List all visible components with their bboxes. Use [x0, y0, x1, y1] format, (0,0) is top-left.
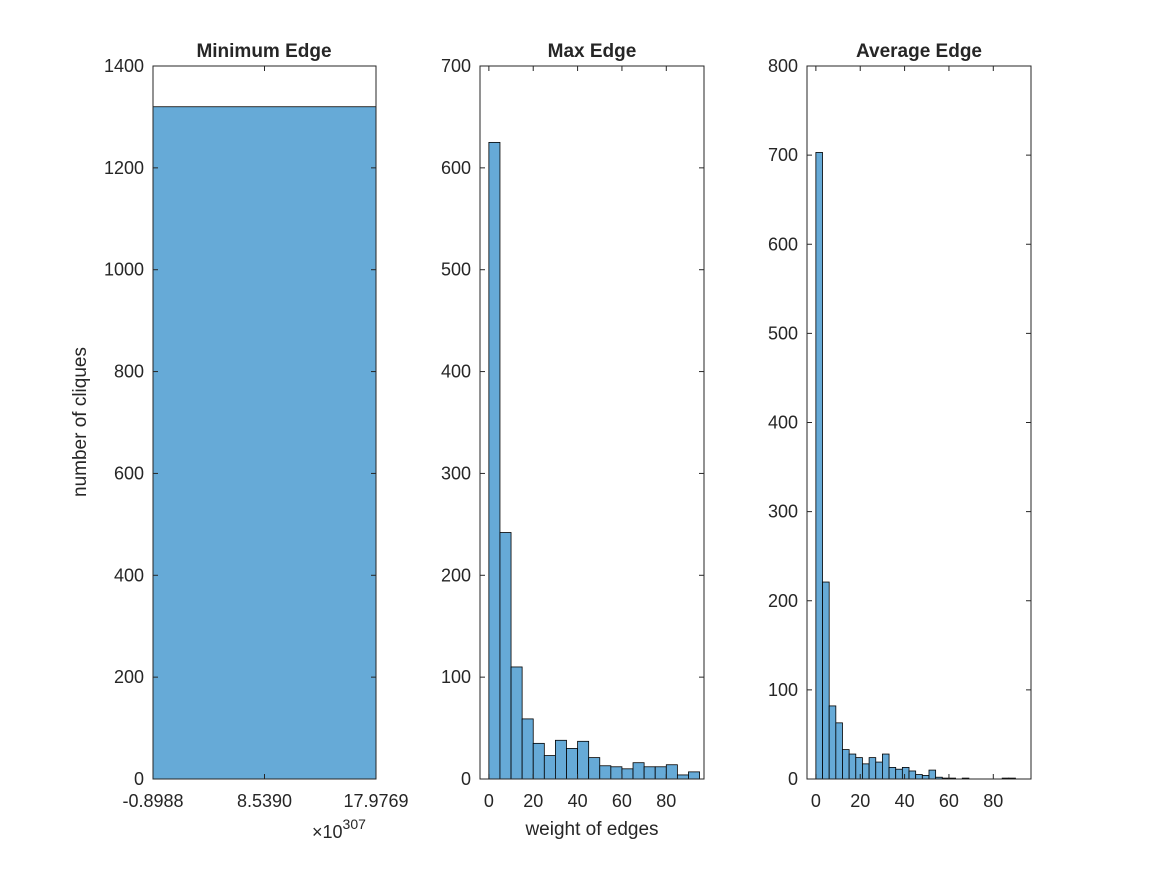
histogram-bar	[908, 770, 917, 780]
histogram-bar	[901, 767, 910, 780]
histogram-bar	[543, 755, 556, 780]
y-tick-label: 1200	[104, 158, 144, 178]
histogram-bar	[654, 766, 667, 780]
y-tick-label: 700	[441, 56, 471, 76]
x-tick-label: 80	[656, 791, 676, 811]
histogram-bar	[868, 757, 877, 780]
histogram-bar	[888, 767, 897, 780]
x-tick-label: 20	[850, 791, 870, 811]
max-edge-bars	[488, 141, 700, 780]
y-tick-label: 500	[441, 260, 471, 280]
histogram-bar	[610, 766, 623, 780]
x-tick-label: 0	[484, 791, 494, 811]
y-tick-label: 600	[768, 234, 798, 254]
y-tick-label: 200	[114, 667, 144, 687]
minimum-edge-title: Minimum Edge	[196, 41, 331, 62]
x-tick-label: 17.9769	[343, 791, 408, 811]
x-exponent-label: ×10307	[312, 816, 366, 842]
y-tick-label: 0	[134, 769, 144, 789]
max-edge-axes-box	[479, 65, 705, 780]
x-tick-label: 80	[983, 791, 1003, 811]
histogram-bar	[815, 152, 823, 780]
x-tick-label: 8.5390	[237, 791, 292, 811]
histogram-bar	[577, 740, 590, 780]
minimum-edge-panel: Minimum Edge number of cliques ×10307 0 2…	[70, 41, 409, 842]
histogram-bar	[688, 771, 700, 780]
histogram-bar	[928, 769, 937, 780]
y-tick-label: 800	[114, 362, 144, 382]
histogram-bar	[588, 757, 601, 780]
histogram-bar	[510, 666, 523, 780]
max-edge-panel: Max Edge weight of edges 010020030040050…	[441, 41, 705, 840]
y-tick-label: 600	[441, 158, 471, 178]
histogram-bar	[566, 748, 578, 780]
y-tick-label: 1400	[104, 56, 144, 76]
y-tick-label: 500	[768, 323, 798, 343]
histogram-bar	[665, 764, 678, 780]
average-edge-panel: Average Edge 0 100 200 300 400 500 600 700 800 0 2…	[768, 41, 1032, 811]
y-tick-label: 400	[768, 413, 798, 433]
histogram-bar	[855, 757, 863, 780]
histogram-bar	[599, 765, 612, 780]
x-exponent-base: ×10	[312, 822, 343, 842]
histogram-bar	[862, 763, 870, 780]
minimum-edge-bars	[152, 106, 377, 780]
histogram-bar	[521, 718, 534, 780]
y-tick-label: 400	[441, 362, 471, 382]
y-tick-label: 100	[441, 667, 471, 687]
histogram-bar	[921, 775, 930, 780]
histogram-bar	[835, 722, 843, 780]
y-axis-label: number of cliques	[70, 347, 91, 497]
histogram-bar	[828, 705, 837, 780]
y-tick-label: 700	[768, 145, 798, 165]
histogram-bar	[822, 581, 830, 780]
y-tick-label: 300	[768, 502, 798, 522]
y-tick-label: 200	[441, 565, 471, 585]
x-tick-label: 60	[612, 791, 632, 811]
y-tick-label: 600	[114, 463, 144, 483]
histogram-bar	[895, 768, 903, 780]
histogram-bar	[882, 753, 890, 780]
x-tick-label: -0.8988	[122, 791, 183, 811]
y-tick-label: 800	[768, 56, 798, 76]
max-edge-title: Max Edge	[548, 41, 637, 62]
x-tick-label: 0	[811, 791, 821, 811]
histogram-bar	[915, 774, 923, 780]
y-tick-label: 200	[768, 591, 798, 611]
y-tick-label: 400	[114, 565, 144, 585]
histogram-bar	[621, 768, 634, 780]
average-edge-title: Average Edge	[856, 41, 982, 62]
histogram-bar	[532, 742, 545, 780]
histogram-bar	[555, 739, 567, 780]
y-tick-label: 100	[768, 680, 798, 700]
y-tick-label: 0	[788, 769, 798, 789]
x-exponent-power: 307	[343, 816, 367, 832]
y-tick-label: 300	[441, 463, 471, 483]
y-tick-label: 0	[461, 769, 471, 789]
histogram-bar	[848, 753, 857, 780]
x-tick-label: 40	[895, 791, 915, 811]
histogram-bar	[842, 749, 850, 780]
histogram-bar	[875, 761, 883, 780]
average-edge-bars	[815, 152, 1016, 780]
histogram-bar	[499, 532, 512, 780]
x-tick-label: 40	[568, 791, 588, 811]
x-axis-label: weight of edges	[524, 819, 658, 840]
y-tick-label: 1000	[104, 260, 144, 280]
x-tick-label: 20	[523, 791, 543, 811]
histogram-bar	[643, 766, 656, 780]
histogram-bar	[676, 774, 689, 780]
x-tick-label: 60	[939, 791, 959, 811]
histogram-bar	[152, 106, 377, 780]
histogram-bar	[632, 762, 645, 780]
histogram-bar	[488, 141, 501, 780]
